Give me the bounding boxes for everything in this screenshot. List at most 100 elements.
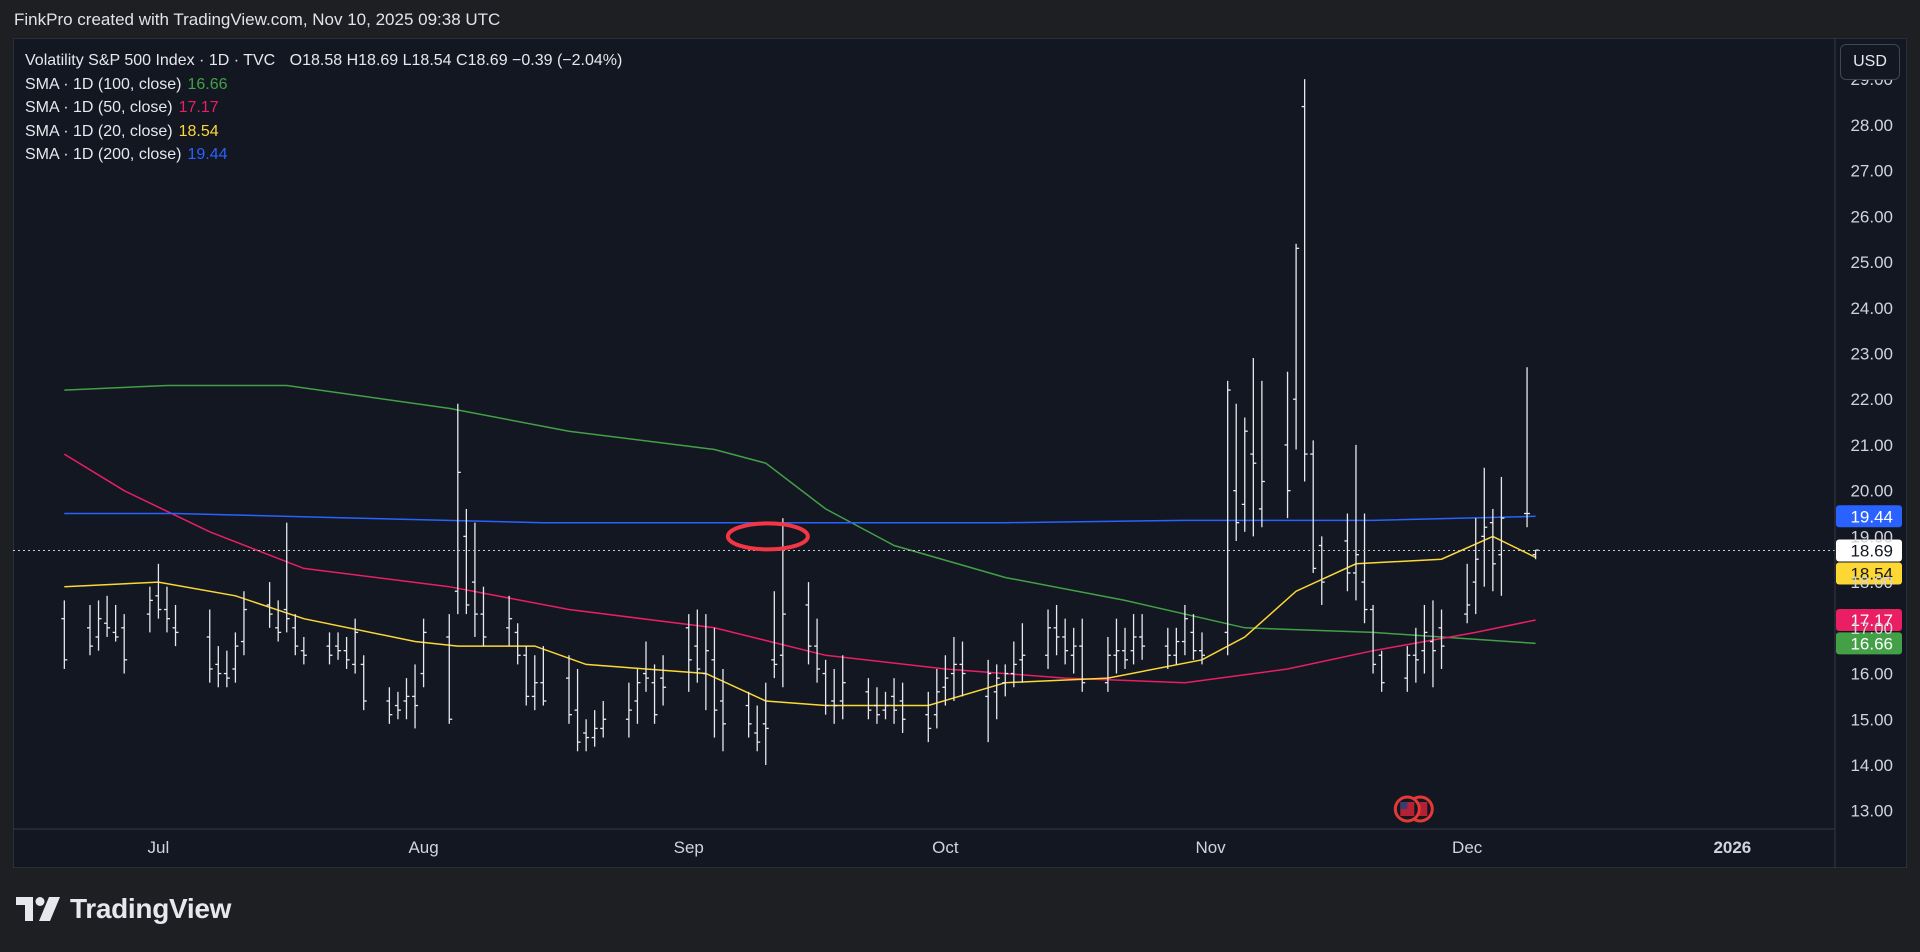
ohlc-bar — [412, 664, 419, 729]
legend-header-row[interactable]: Volatility S&P 500 Index · 1D · TVC O18.… — [25, 49, 622, 73]
ohlc-bar — [454, 403, 461, 615]
y-tick-label: 22.00 — [1850, 390, 1893, 409]
ohlc-bar — [300, 636, 307, 665]
ohlc-bar — [121, 614, 128, 674]
ohlc-bar — [831, 668, 838, 724]
ohlc-bar — [86, 604, 93, 656]
ohlc-bar — [514, 623, 521, 665]
ohlc-bar — [1002, 664, 1009, 697]
ohlc-bar — [1224, 380, 1231, 656]
ohlc-bar — [685, 614, 692, 692]
price-chart[interactable]: 19.44 18.69 18.54 17.17 16.66 13.00 14.00 15.0… — [13, 38, 1907, 868]
sma-line — [64, 512, 1536, 524]
ohlc-bar — [1489, 508, 1496, 592]
ohlc-bar — [292, 614, 299, 656]
price-badge-label: 17.17 — [1850, 611, 1893, 630]
ohlc-bar — [403, 678, 410, 720]
ohlc-bar — [882, 691, 889, 720]
ohlc-bar — [1352, 444, 1359, 601]
y-tick-label: 23.00 — [1850, 344, 1893, 363]
ohlc-bar — [591, 710, 598, 747]
x-tick-label: Jul — [148, 838, 170, 857]
indicator-row[interactable]: SMA · 1D (200, close) 19.44 — [25, 143, 622, 167]
ohlc-bar — [660, 655, 667, 706]
ohlc-bar — [61, 600, 68, 669]
ohlc-bar — [1122, 627, 1129, 669]
ohlc-bar — [1070, 627, 1077, 674]
chart-panel[interactable] — [13, 38, 1907, 868]
ohlc-bar — [642, 641, 649, 692]
ohlc-bar — [146, 586, 153, 633]
tradingview-logo-icon — [16, 897, 60, 921]
price-badge-bg — [1836, 562, 1902, 585]
ohlc-bar — [711, 627, 718, 738]
y-tick-label: 17.00 — [1850, 619, 1893, 638]
ohlc-bar — [112, 604, 119, 642]
indicator-label: SMA · 1D (200, close) — [25, 146, 182, 163]
ohlc-bar — [172, 604, 179, 647]
ohlc-bar — [925, 691, 932, 743]
overlay-layer: 19.44 18.69 18.54 17.17 16.66 — [13, 505, 1902, 823]
indicator-value: 16.66 — [187, 75, 228, 93]
y-tick-label: 18.00 — [1850, 573, 1893, 592]
ohlc-bar — [634, 668, 641, 724]
price-badge-bg — [1836, 539, 1902, 562]
ohlc-bar — [1250, 358, 1257, 537]
price-badge-bg — [1836, 505, 1902, 528]
y-tick-label: 14.00 — [1850, 756, 1893, 775]
ohlc-bar — [1318, 536, 1325, 605]
ohlc-bar — [745, 691, 752, 738]
tradingview-logo[interactable]: TradingView — [16, 893, 231, 925]
ohlc-bar — [891, 678, 898, 724]
ohlc-bar — [1164, 627, 1171, 669]
indicator-row[interactable]: SMA · 1D (100, close) 16.66 — [25, 73, 622, 97]
ohlc-bar — [1130, 614, 1137, 665]
chart-caption: FinkPro created with TradingView.com, No… — [14, 10, 501, 29]
ohlc-bar — [702, 614, 709, 711]
sma-line — [63, 453, 1536, 684]
price-badge: 19.44 — [1836, 505, 1902, 528]
ohlc-bar — [223, 650, 230, 688]
ohlc-bar — [1139, 614, 1146, 660]
ohlc-bar — [1481, 467, 1488, 587]
y-tick-label: 15.00 — [1850, 710, 1893, 729]
ohlc-bar — [471, 522, 478, 637]
ohlc-bar — [959, 641, 966, 697]
ohlc-bar — [779, 518, 786, 688]
ohlc-bar — [899, 682, 906, 733]
indicator-label: SMA · 1D (50, close) — [25, 99, 173, 116]
ohlc-bar — [865, 678, 872, 720]
ohlc-bar — [163, 586, 170, 633]
ohlc-bar — [822, 659, 829, 715]
ohlc-bar — [933, 668, 940, 729]
x-tick-label: Nov — [1195, 838, 1226, 857]
ohlc-bar — [1181, 604, 1188, 656]
indicator-value: 18.54 — [178, 122, 219, 140]
ohlc-bar — [1472, 518, 1479, 615]
ohlc-bar — [283, 522, 290, 633]
ohlc-bar — [651, 664, 658, 724]
ohlc-bar — [839, 655, 846, 720]
x-tick-label: Oct — [932, 838, 959, 857]
indicator-row[interactable]: SMA · 1D (20, close) 18.54 — [25, 120, 622, 144]
price-badge-label: 18.69 — [1850, 542, 1893, 561]
price-badge: 18.54 — [1836, 562, 1902, 585]
currency-button[interactable]: USD — [1840, 44, 1900, 80]
ohlc-bar — [480, 586, 487, 647]
y-tick-label: 27.00 — [1850, 162, 1893, 181]
ohlc-bar — [326, 632, 333, 665]
flag-canton — [1400, 802, 1408, 809]
ohlc-bar — [215, 646, 222, 688]
ohlc-bar — [232, 632, 239, 683]
ohlc-bar — [1404, 646, 1411, 692]
ohlc-bar — [1361, 513, 1368, 624]
ohlc-bar — [1464, 563, 1471, 624]
indicator-label: SMA · 1D (100, close) — [25, 75, 182, 93]
ohlc-bar — [942, 655, 949, 706]
ohlc-bar — [1113, 618, 1120, 674]
ohlc-bar — [1421, 604, 1428, 674]
ohlc-bar — [1010, 641, 1017, 688]
ohlc-bar — [873, 687, 880, 724]
ohlc-bar — [523, 646, 530, 706]
indicator-row[interactable]: SMA · 1D (50, close) 17.17 — [25, 96, 622, 120]
